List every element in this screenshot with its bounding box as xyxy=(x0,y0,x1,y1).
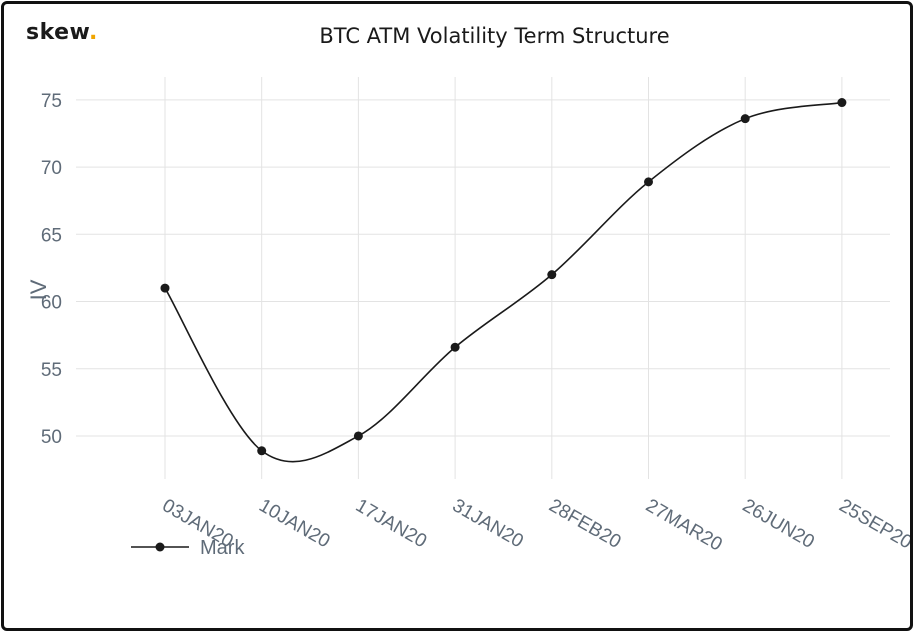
x-tick-label: 31JAN20 xyxy=(449,495,527,552)
y-tick-label: 75 xyxy=(41,91,62,112)
data-point[interactable] xyxy=(257,446,267,456)
x-tick-label: 27MAR20 xyxy=(642,495,726,555)
series-line xyxy=(164,101,843,463)
data-point[interactable] xyxy=(547,270,557,280)
series-mark[interactable] xyxy=(160,98,847,463)
grid xyxy=(76,77,890,479)
data-point[interactable] xyxy=(450,342,460,352)
data-point[interactable] xyxy=(644,177,653,187)
legend[interactable]: Mark xyxy=(131,537,245,559)
y-tick-label: 55 xyxy=(41,360,62,381)
legend-marker xyxy=(155,542,165,552)
x-tick-label: 25SEP20 xyxy=(835,495,910,553)
y-axis-label: IV xyxy=(26,279,51,300)
data-point[interactable] xyxy=(353,431,363,441)
legend-label-mark: Mark xyxy=(200,537,245,559)
y-tick-label: 70 xyxy=(41,158,62,179)
y-tick-label: 60 xyxy=(41,293,62,314)
data-point[interactable] xyxy=(160,283,170,293)
brand-logo: skew. xyxy=(26,20,98,45)
x-tick-label: 28FEB20 xyxy=(545,495,624,553)
y-axis-ticks: 50 55 60 65 70 75 xyxy=(41,91,62,448)
y-tick-label: 50 xyxy=(41,427,62,448)
y-tick-label: 65 xyxy=(41,225,62,246)
x-tick-label: 17JAN20 xyxy=(352,495,430,552)
chart-title: BTC ATM Volatility Term Structure xyxy=(319,24,670,48)
x-axis-ticks: 03JAN20 10JAN20 17JAN20 31JAN20 28FEB20 27MAR… xyxy=(159,495,911,555)
x-tick-label: 10JAN20 xyxy=(255,495,333,552)
data-point[interactable] xyxy=(740,114,750,124)
data-point[interactable] xyxy=(837,98,847,108)
x-tick-label: 26JUN20 xyxy=(739,495,818,553)
